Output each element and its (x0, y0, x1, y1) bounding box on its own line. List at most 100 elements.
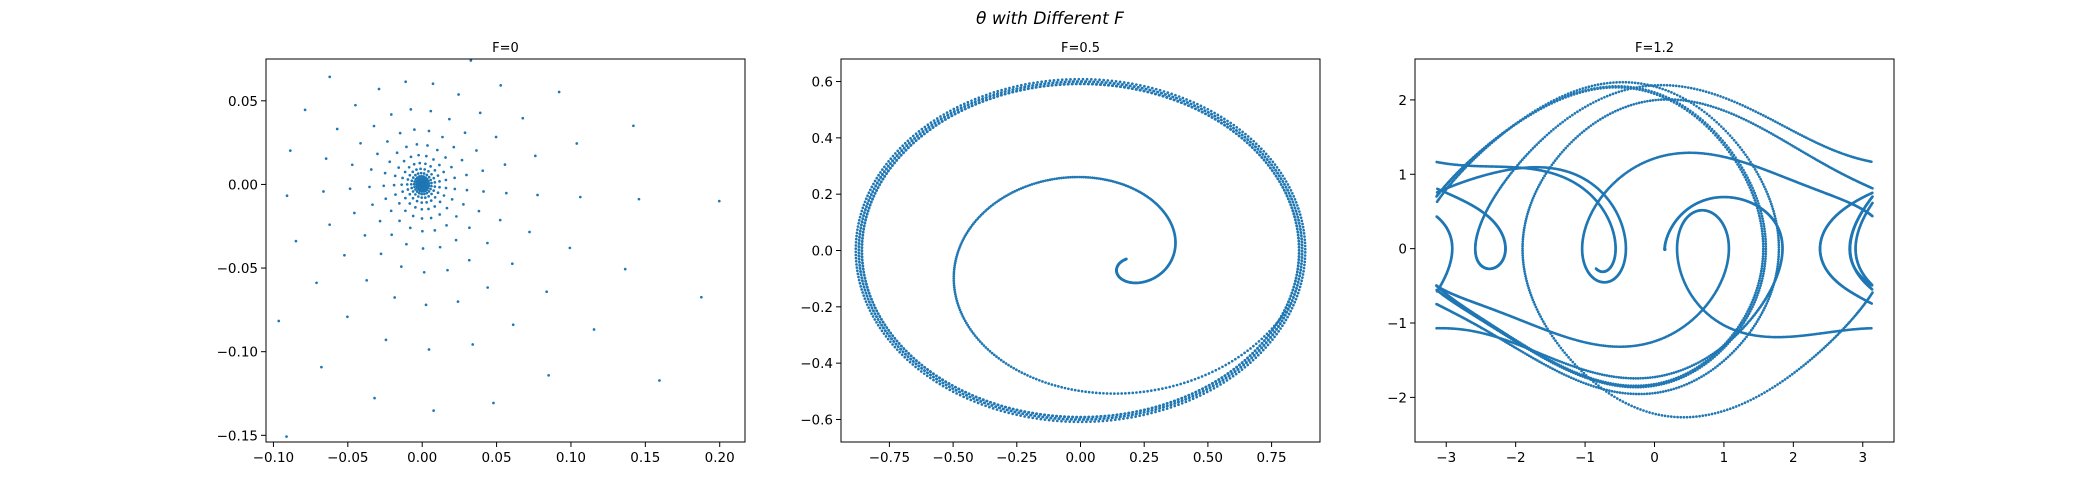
data-point (1019, 414, 1022, 417)
data-point (1870, 196, 1874, 200)
data-point (1095, 415, 1099, 418)
data-point (893, 337, 897, 340)
data-point (984, 98, 988, 102)
data-point (1182, 99, 1185, 103)
data-point (1258, 348, 1261, 352)
data-point (1758, 277, 1762, 280)
data-point (397, 166, 401, 169)
data-point (1057, 385, 1060, 388)
data-point (1198, 388, 1201, 392)
data-point (1096, 80, 1099, 84)
data-point (1624, 384, 1628, 387)
data-point (933, 121, 937, 125)
data-point (1236, 367, 1240, 371)
data-point (1107, 179, 1111, 182)
data-point (920, 127, 924, 131)
data-point (1279, 322, 1282, 325)
data-point (1245, 361, 1248, 364)
data-point (1053, 417, 1057, 420)
data-point (1624, 80, 1628, 84)
data-point (1139, 409, 1143, 412)
data-point (854, 253, 858, 257)
data-point (1674, 376, 1678, 380)
data-point (1289, 189, 1293, 192)
data-point (1008, 86, 1011, 90)
x-tick-label: 0.15 (630, 450, 660, 466)
data-point (1300, 279, 1304, 283)
data-point (1258, 153, 1261, 157)
data-point (1257, 144, 1261, 148)
data-point (445, 206, 449, 210)
data-point (1300, 240, 1304, 244)
data-point (1016, 84, 1019, 88)
data-point (1303, 241, 1307, 245)
data-point (888, 340, 892, 344)
data-point (1275, 166, 1279, 169)
data-point (981, 100, 985, 103)
data-point (398, 131, 402, 135)
data-point (481, 169, 485, 173)
data-point (1565, 374, 1568, 377)
data-point (1646, 376, 1650, 380)
x-tick-label: −0.25 (996, 450, 1037, 466)
data-point (1162, 403, 1165, 406)
data-point (1596, 87, 1599, 91)
data-point (433, 185, 437, 188)
data-point (857, 218, 861, 222)
data-point (927, 126, 931, 129)
data-point (1511, 124, 1515, 128)
data-point (1035, 412, 1039, 416)
data-point (961, 392, 965, 396)
data-point (1196, 105, 1200, 109)
data-point (862, 228, 866, 231)
data-point (1765, 190, 1768, 193)
data-point (406, 178, 410, 181)
data-point (1019, 409, 1023, 413)
data-point (1711, 367, 1715, 371)
data-point (1211, 381, 1214, 385)
x-tick-label: 0.05 (482, 450, 512, 466)
data-point (860, 255, 864, 259)
data-point (1034, 86, 1038, 89)
data-point (1200, 375, 1204, 378)
data-point (1661, 390, 1665, 393)
data-point (1575, 92, 1579, 95)
data-point (1152, 89, 1155, 93)
data-point (1435, 284, 1438, 287)
data-point (1073, 175, 1077, 179)
data-point (970, 99, 973, 103)
data-point (1698, 364, 1701, 368)
data-point (1043, 82, 1046, 86)
data-point (1718, 362, 1722, 366)
data-point (894, 342, 898, 346)
data-point (1057, 176, 1061, 180)
data-point (1150, 406, 1154, 410)
data-point (1071, 415, 1075, 419)
data-point (871, 300, 875, 304)
data-point (1757, 211, 1761, 215)
data-point (922, 372, 926, 376)
data-point (1752, 196, 1756, 200)
data-point (1056, 78, 1060, 82)
data-point (1078, 82, 1082, 86)
data-point (1266, 343, 1270, 347)
data-point (1299, 231, 1303, 234)
data-point (383, 171, 387, 175)
data-point (898, 350, 902, 354)
data-point (1533, 109, 1537, 113)
data-point (897, 345, 900, 349)
data-point (354, 103, 357, 107)
data-point (1297, 239, 1301, 243)
data-point (1206, 107, 1210, 111)
data-point (328, 75, 332, 79)
data-point (967, 325, 971, 329)
data-point (1682, 373, 1685, 377)
data-point (322, 190, 325, 193)
data-point (1208, 386, 1212, 389)
data-point (1764, 250, 1768, 253)
data-point (917, 367, 920, 371)
data-point (940, 120, 944, 123)
data-point (1286, 197, 1290, 201)
data-point (1012, 85, 1015, 89)
data-point (1173, 402, 1177, 405)
